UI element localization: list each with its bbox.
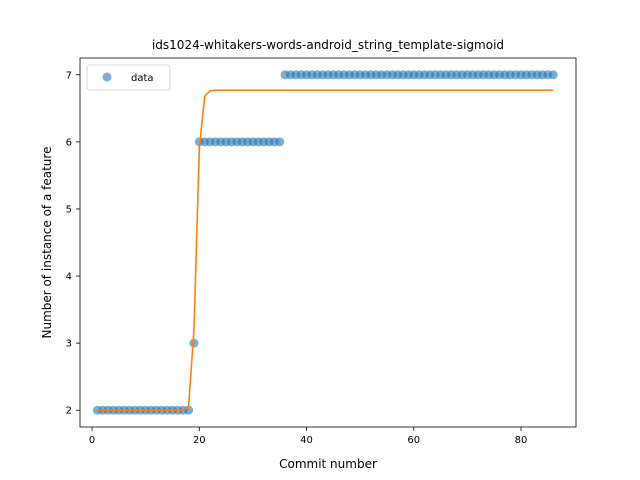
x-tick-label: 0 xyxy=(89,435,95,446)
plot-area xyxy=(92,70,558,415)
y-tick-label: 3 xyxy=(66,339,72,350)
fit-line xyxy=(97,89,554,412)
y-tick-label: 7 xyxy=(66,70,72,81)
y-tick-label: 4 xyxy=(66,272,72,283)
y-tick-label: 5 xyxy=(66,204,72,215)
x-tick-label: 60 xyxy=(407,435,420,446)
legend-label-data: data xyxy=(131,73,154,84)
chart-title: ids1024-whitakers-words-android_string_t… xyxy=(152,38,504,52)
y-tick-label: 6 xyxy=(66,137,72,148)
x-axis-label: Commit number xyxy=(279,457,377,471)
legend-box xyxy=(86,64,171,91)
x-tick-label: 80 xyxy=(515,435,528,446)
x-tick-label: 20 xyxy=(193,435,206,446)
y-tick-label: 2 xyxy=(66,406,72,417)
axes-frame xyxy=(79,57,577,428)
data-point xyxy=(189,338,199,348)
axis-ticks: 0 20 40 60 80 2 3 4 5 6 7 xyxy=(66,70,528,446)
data-point xyxy=(548,70,558,80)
data-point xyxy=(275,137,285,147)
y-axis-label: Number of instance of a feature xyxy=(40,147,54,339)
x-tick-label: 40 xyxy=(300,435,313,446)
legend: data xyxy=(86,64,171,91)
legend-marker xyxy=(102,72,112,82)
